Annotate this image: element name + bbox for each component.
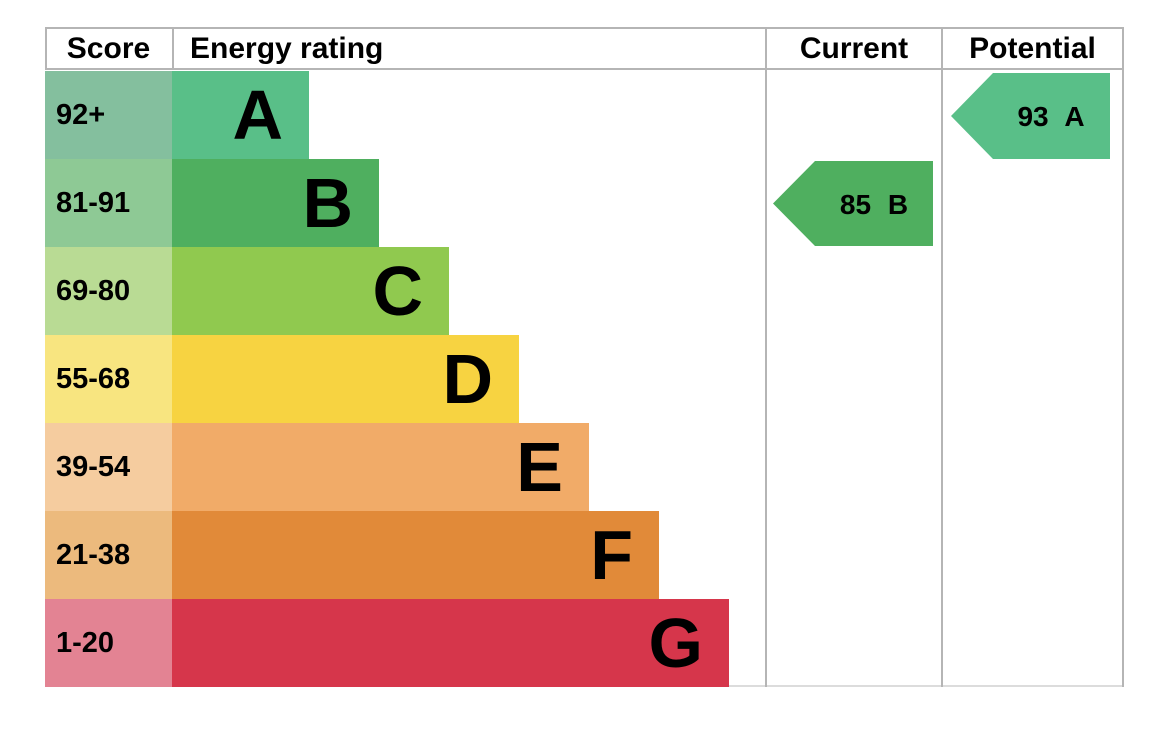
band-bar: C (172, 247, 449, 335)
band-row-d: 55-68 D (45, 335, 765, 423)
band-letter: F (590, 516, 633, 594)
band-letter: E (516, 428, 563, 506)
current-arrow-shape (773, 161, 933, 246)
band-row-b: 81-91 B (45, 159, 765, 247)
energy-rating-header: Energy rating (190, 32, 384, 65)
band-row-f: 21-38 F (45, 511, 765, 599)
current-column-divider (765, 27, 767, 687)
band-letter: C (372, 252, 423, 330)
band-bar: B (172, 159, 379, 247)
score-column-divider (172, 27, 174, 70)
band-row-g: 1-20 G (45, 599, 765, 687)
table-right-border (1122, 27, 1124, 687)
band-bar: D (172, 335, 519, 423)
band-score-cell: 92+ (45, 71, 172, 159)
band-row-c: 69-80 C (45, 247, 765, 335)
band-letter: A (232, 76, 283, 154)
band-score-cell: 55-68 (45, 335, 172, 423)
band-letter: D (442, 340, 493, 418)
band-letter: G (648, 604, 703, 682)
band-bar: F (172, 511, 659, 599)
current-arrow-label: 85 B (840, 189, 908, 220)
potential-arrow-shape (951, 73, 1110, 159)
potential-rating-arrow: 93 A (951, 73, 1110, 159)
epc-table: Score Energy rating Current Potential 92… (45, 27, 1124, 687)
score-header: Score (66, 32, 151, 65)
band-bar: G (172, 599, 729, 687)
current-rating-arrow: 85 B (773, 161, 933, 246)
band-score-cell: 21-38 (45, 511, 172, 599)
header-bottom-border (45, 68, 1124, 70)
band-score-cell: 39-54 (45, 423, 172, 511)
band-score-cell: 1-20 (45, 599, 172, 687)
band-score-cell: 69-80 (45, 247, 172, 335)
band-score-cell: 81-91 (45, 159, 172, 247)
band-row-e: 39-54 E (45, 423, 765, 511)
table-top-border (45, 27, 1124, 29)
band-bar: A (172, 71, 309, 159)
current-header: Current (799, 32, 909, 65)
band-bar: E (172, 423, 589, 511)
potential-header: Potential (969, 32, 1096, 65)
potential-column-divider (941, 27, 943, 687)
band-letter: B (302, 164, 353, 242)
band-row-a: 92+ A (45, 71, 765, 159)
header-left-border (45, 27, 47, 70)
potential-arrow-label: 93 A (1017, 101, 1084, 132)
